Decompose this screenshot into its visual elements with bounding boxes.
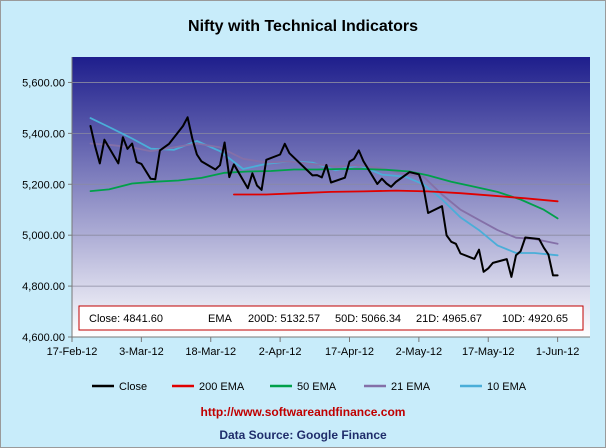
x-tick-label: 17-May-12 [462, 346, 515, 358]
series-line-21-ema [89, 142, 559, 245]
gridlines [72, 82, 590, 287]
y-tick-label: 5,600.00 [22, 77, 65, 89]
y-axis-ticks: 4,600.00 4,800.00 5,000.00 5,200.00 5,400.00… [22, 77, 72, 344]
legend-item-close: Close [92, 381, 147, 393]
legend-label: 21 EMA [391, 381, 431, 393]
series-line-close [89, 116, 559, 278]
y-tick-label: 4,600.00 [22, 332, 65, 344]
summary-box: Close: 4841.60 EMA 200D: 5132.57 50D: 50… [78, 305, 584, 331]
x-tick-label: 1-Jun-12 [536, 346, 579, 358]
y-tick-label: 4,800.00 [22, 281, 65, 293]
legend-item-21-ema: 21 EMA [364, 381, 431, 393]
legend-item-50-ema: 50 EMA [270, 381, 337, 393]
x-tick-label: 2-May-12 [396, 346, 442, 358]
summary-ema200: 200D: 5132.57 [248, 313, 320, 325]
y-tick-label: 5,000.00 [22, 230, 65, 242]
y-tick-label: 5,200.00 [22, 179, 65, 191]
chart-title: Nifty with Technical Indicators [188, 18, 418, 35]
legend: Close 200 EMA 50 EMA 21 EMA 10 EMA [92, 381, 527, 393]
x-tick-label: 17-Apr-12 [325, 346, 374, 358]
summary-close: Close: 4841.60 [89, 313, 163, 325]
series-line-200-ema [232, 189, 559, 203]
legend-item-10-ema: 10 EMA [460, 381, 527, 393]
summary-ema50: 50D: 5066.34 [335, 313, 401, 325]
legend-item-200-ema: 200 EMA [172, 381, 245, 393]
x-tick-label: 18-Mar-12 [185, 346, 236, 358]
legend-label: 200 EMA [199, 381, 245, 393]
legend-label: Close [119, 381, 147, 393]
x-tick-label: 2-Apr-12 [259, 346, 302, 358]
summary-ema10: 10D: 4920.65 [502, 313, 568, 325]
y-tick-label: 5,400.00 [22, 128, 65, 140]
summary-ema-label: EMA [208, 313, 233, 325]
legend-label: 50 EMA [297, 381, 337, 393]
data-source: Data Source: Google Finance [219, 428, 387, 442]
x-tick-label: 3-Mar-12 [119, 346, 164, 358]
source-url: http://www.softwareandfinance.com [201, 405, 406, 419]
summary-ema21: 21D: 4965.67 [416, 313, 482, 325]
legend-label: 10 EMA [487, 381, 527, 393]
series-line-50-ema [89, 168, 559, 220]
series-lines [89, 116, 559, 278]
x-axis-ticks: 17-Feb-12 3-Mar-12 18-Mar-12 2-Apr-12 17-Apr… [47, 337, 579, 358]
x-tick-label: 17-Feb-12 [47, 346, 98, 358]
